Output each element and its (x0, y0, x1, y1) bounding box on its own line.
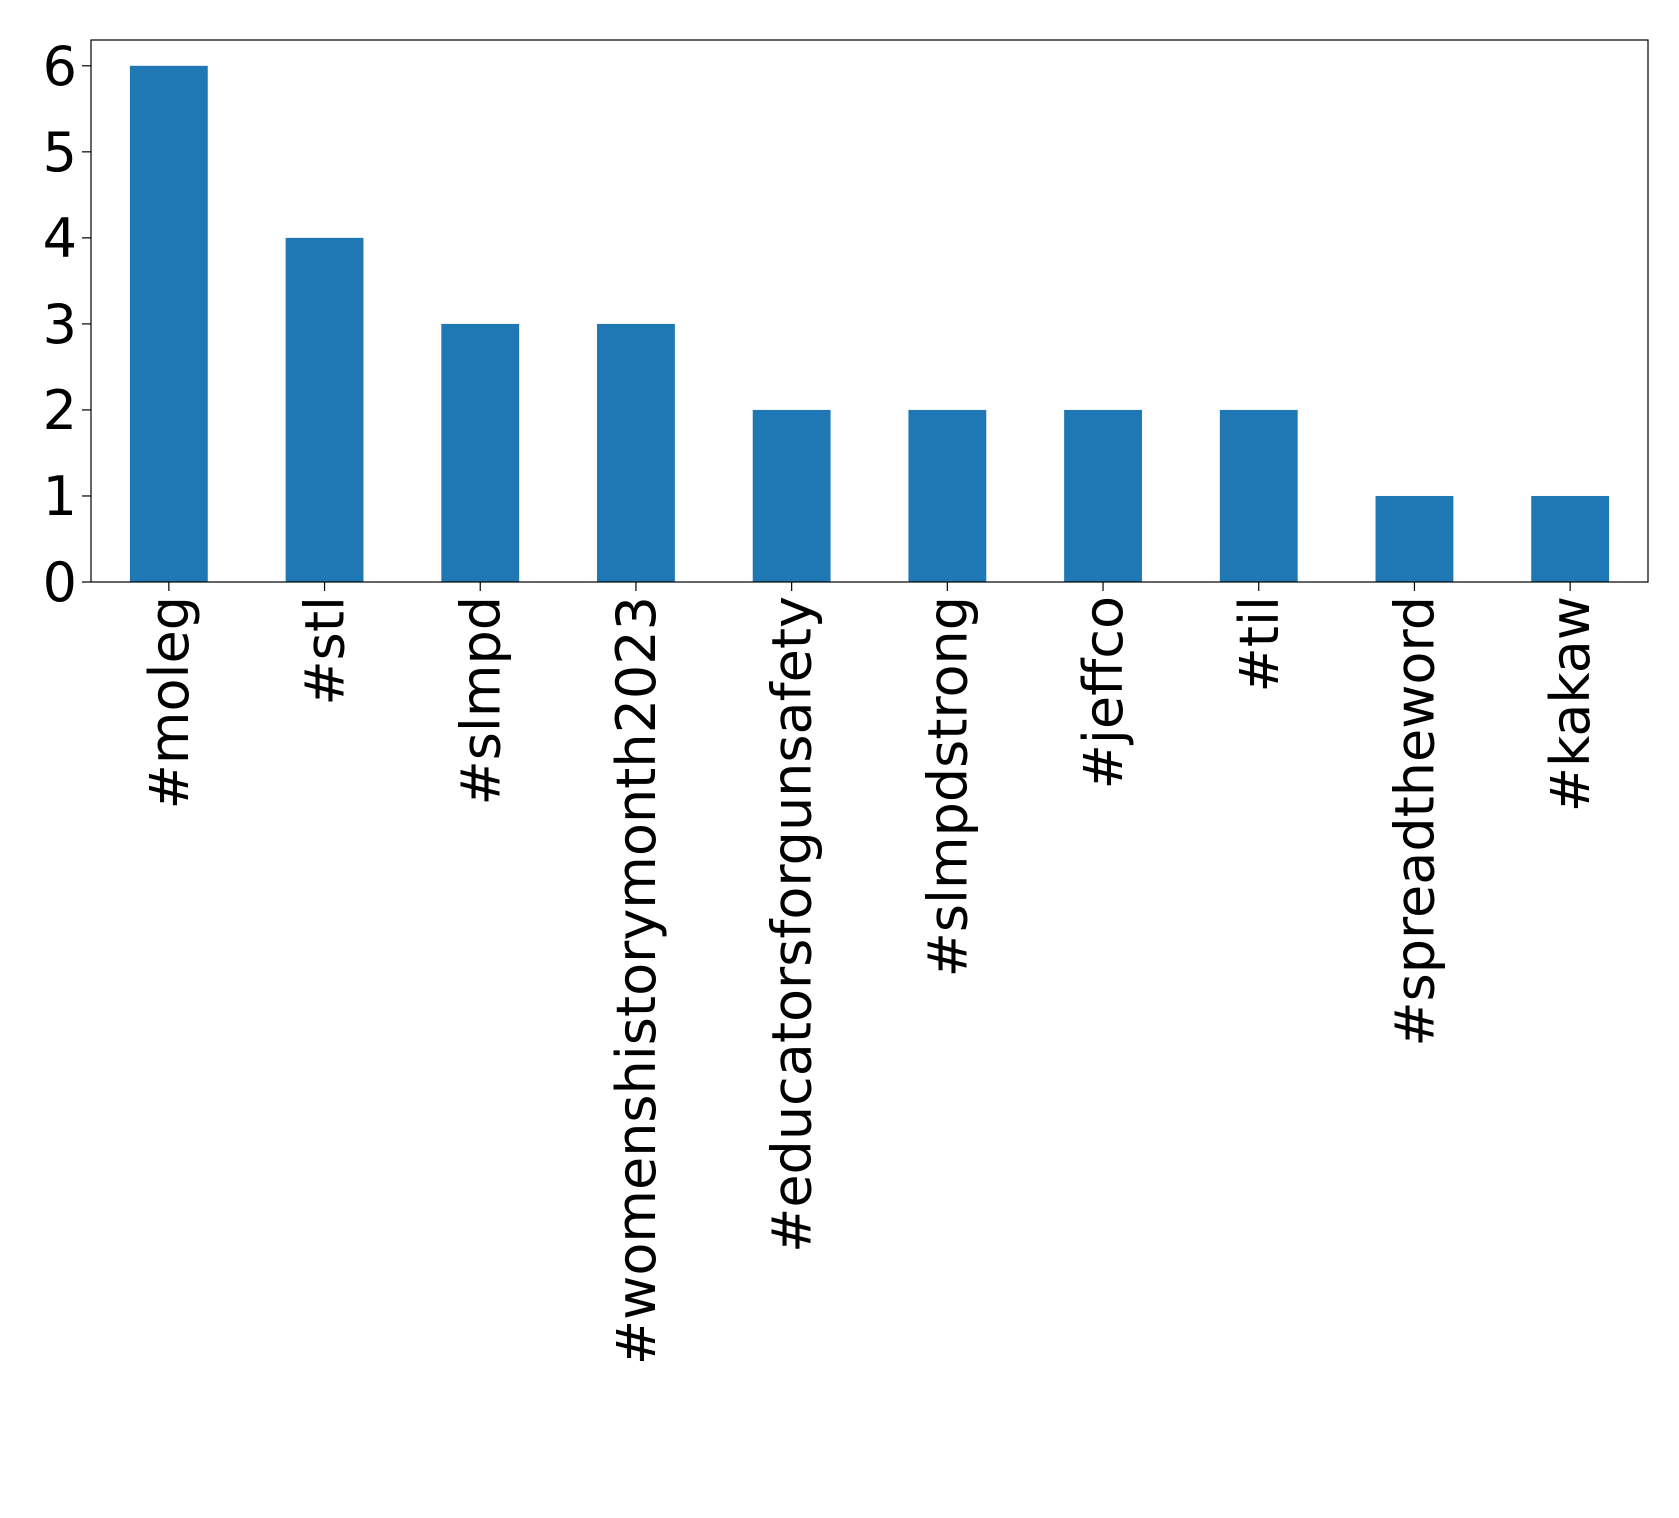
x-tick-label: #moleg (138, 596, 201, 809)
x-tick-label: #jeffco (1072, 596, 1135, 789)
bar (1219, 409, 1298, 582)
bar (1064, 409, 1142, 582)
y-tick-label: 2 (43, 379, 77, 442)
x-tick-label: #spreadtheword (1383, 596, 1446, 1047)
bar (1531, 495, 1610, 582)
bar (441, 323, 520, 582)
bar (597, 323, 675, 582)
x-tick-label: #slmpdstrong (916, 596, 979, 977)
x-tick-label: #til (1228, 596, 1291, 692)
bar (908, 409, 987, 582)
y-tick-label: 4 (43, 207, 77, 270)
x-tick-label: #slmpd (449, 596, 512, 806)
x-tick-label: #stl (294, 596, 357, 706)
plot-frame (90, 39, 1649, 583)
x-tick-label: #educatorsforgunsafety (761, 596, 824, 1253)
y-tick-label: 3 (43, 293, 77, 356)
y-tick-label: 1 (43, 465, 77, 528)
bar (285, 237, 364, 582)
bar (752, 409, 831, 582)
bar (129, 65, 208, 583)
y-tick-label: 6 (43, 35, 77, 98)
bar (1375, 495, 1454, 582)
y-tick-label: 5 (43, 121, 77, 184)
x-tick-label: #kakaw (1539, 596, 1602, 812)
x-tick-label: #womenshistorymonth2023 (605, 596, 668, 1365)
y-tick-label: 0 (43, 551, 77, 614)
